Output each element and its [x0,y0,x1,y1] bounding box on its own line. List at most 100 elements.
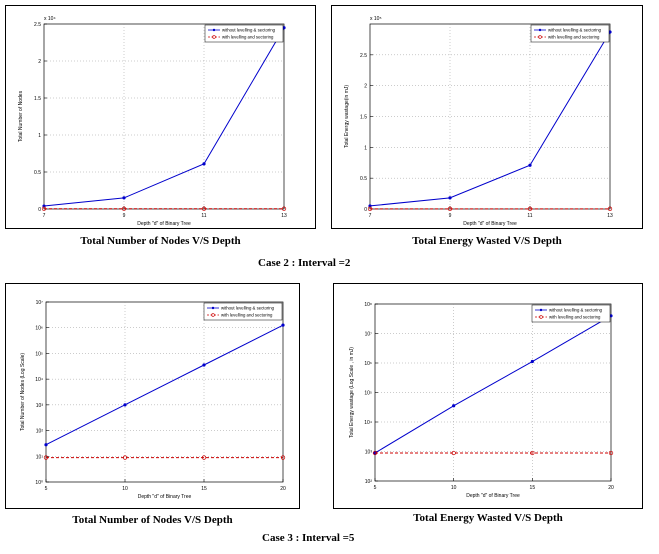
x-tick-label: 20 [280,486,286,492]
y-tick-label: 1.5 [34,96,41,102]
legend-entry-0: without levelling & sectoring [548,28,602,33]
x-tick-label: 20 [608,485,614,491]
y-tick-label: 10⁷ [36,300,44,306]
data-point [608,450,614,456]
legend-box [530,24,610,43]
data-point [527,206,533,211]
x-axis-label: Depth "d" of Binary Tree [137,221,191,227]
data-point [530,450,535,456]
legend-entry-1: with levelling and sectoring [548,35,600,40]
x-tick-label: 5 [45,486,48,492]
y-tick-label: 1.5 [360,115,367,121]
y-tick-label: 10² [36,429,44,435]
x-tick-label: 13 [607,213,613,219]
x-axis-label: Depth "d" of Binary Tree [466,493,520,499]
y-tick-label: 0.5 [34,170,41,176]
data-point [280,455,286,460]
data-point [41,206,47,211]
x-tick-label: 15 [201,486,207,492]
legend-box [204,24,284,43]
y-tick-label: 0.5 [360,176,367,182]
data-point [121,206,127,211]
y-tick-label: 2.5 [34,22,41,28]
y-tick-label: 10¹ [36,454,44,460]
caption-energy-case2: Total Energy Wasted V/S Depth [412,235,562,247]
legend-entry-0: without levelling & sectoring [221,306,275,311]
y-tick-label: 10³ [36,403,44,409]
data-point [607,206,613,211]
x-axis-label: Depth "d" of Binary Tree [138,494,192,500]
x-tick-label: 15 [530,485,536,491]
data-point [528,163,532,167]
x-axis-label: Depth "d" of Binary Tree [463,221,517,227]
chart-panel-energy-case3: 10² 10³ 10⁴ 10⁵ 10⁶ 10⁷ 10⁸ 5 10 15 20 Depth "d" of… [333,283,643,509]
caption-energy-case3: Total Energy Wasted V/S Depth [413,512,563,524]
legend-marker [211,313,215,317]
legend-box [203,302,283,321]
legend-entry-0: without levelling & sectoring [222,28,276,33]
chart-nodes-case2: 0 0.5 1 1.5 2 2.5 7 9 11 13 x 10⁴ Depth "d" of Bina… [18,16,287,227]
series-line-0 [374,315,612,454]
y-tick-label: 10² [365,479,373,485]
caption-nodes-case2: Total Number of Nodes V/S Depth [80,235,241,247]
x-tick-label: 9 [123,213,126,219]
case-2-label: Case 2 : Interval =2 [258,257,351,269]
chart-panel-energy-case2: 0 0.5 1 1.5 2 2.5 7 9 11 13 x 10⁵ Depth "d" of Bina… [331,5,643,229]
chart-energy-case2: 0 0.5 1 1.5 2 2.5 7 9 11 13 x 10⁵ Depth "d" of Bina… [344,16,613,227]
plot-area [43,23,285,210]
legend-marker [539,315,543,319]
data-point [123,403,127,407]
y-tick-label: 2.5 [360,53,367,59]
plot-area [45,301,284,483]
caption-nodes-case3: Total Number of Nodes V/S Depth [72,514,233,526]
x-tick-label: 9 [449,213,452,219]
x-tick-label: 13 [281,213,287,219]
y-axis-label: Total Number of Nodes [18,90,24,142]
legend-marker [538,28,542,32]
y-tick-label: 2 [38,59,41,65]
y-tick-label: 10⁶ [364,361,372,367]
chart-panel-nodes-case2: 0 0.5 1 1.5 2 2.5 7 9 11 13 x 10⁴ Depth "d" of Bina… [5,5,316,229]
data-point [202,162,206,166]
case-3-label: Case 3 : Interval =5 [262,532,355,544]
data-point [202,363,206,367]
data-point [43,455,49,460]
y-tick-label: 0 [38,207,41,213]
data-point [201,455,207,460]
y-tick-label: 10⁵ [35,351,43,357]
data-point [44,443,48,447]
data-point [448,196,452,200]
data-point [530,359,534,364]
legend-entry-1: with levelling and sectoring [222,35,274,40]
y-tick-label: 0 [364,207,367,213]
x-tick-label: 7 [369,213,372,219]
y-tick-label: 10⁴ [35,377,43,383]
legend-marker [212,28,216,32]
data-point [201,206,207,211]
y-exponent-label: x 10⁵ [370,16,382,22]
chart-nodes-case3: 10⁰ 10¹ 10² 10³ 10⁴ 10⁵ 10⁶ 10⁷ 5 10 15 20 Depth "d"… [20,300,286,500]
y-tick-label: 10⁸ [364,302,372,308]
y-tick-label: 1 [38,133,41,139]
legend-entry-1: with levelling and sectoring [221,313,273,318]
legend-marker [538,35,542,39]
data-point [122,455,128,460]
y-tick-label: 10³ [365,450,373,456]
data-point [281,206,287,211]
x-tick-label: 11 [201,213,206,219]
x-tick-label: 7 [43,213,46,219]
x-tick-label: 11 [527,213,532,219]
legend-box [531,304,611,323]
data-point [447,206,453,211]
y-tick-label: 2 [364,84,367,90]
y-tick-label: 10⁴ [364,420,372,426]
y-tick-label: 10⁶ [35,326,43,332]
y-axis-label: Total Energy wastage (Log Scale , in mJ) [349,347,355,438]
chart-panel-nodes-case3: 10⁰ 10¹ 10² 10³ 10⁴ 10⁵ 10⁶ 10⁷ 5 10 15 20 Depth "d"… [5,283,300,509]
series-line-0 [45,324,284,446]
data-point [372,450,378,456]
y-axis-label: Total Number of Nodes (Log Scale) [20,353,26,431]
y-tick-label: 10⁰ [35,480,43,486]
data-point [281,323,285,327]
x-tick-label: 10 [122,486,128,492]
